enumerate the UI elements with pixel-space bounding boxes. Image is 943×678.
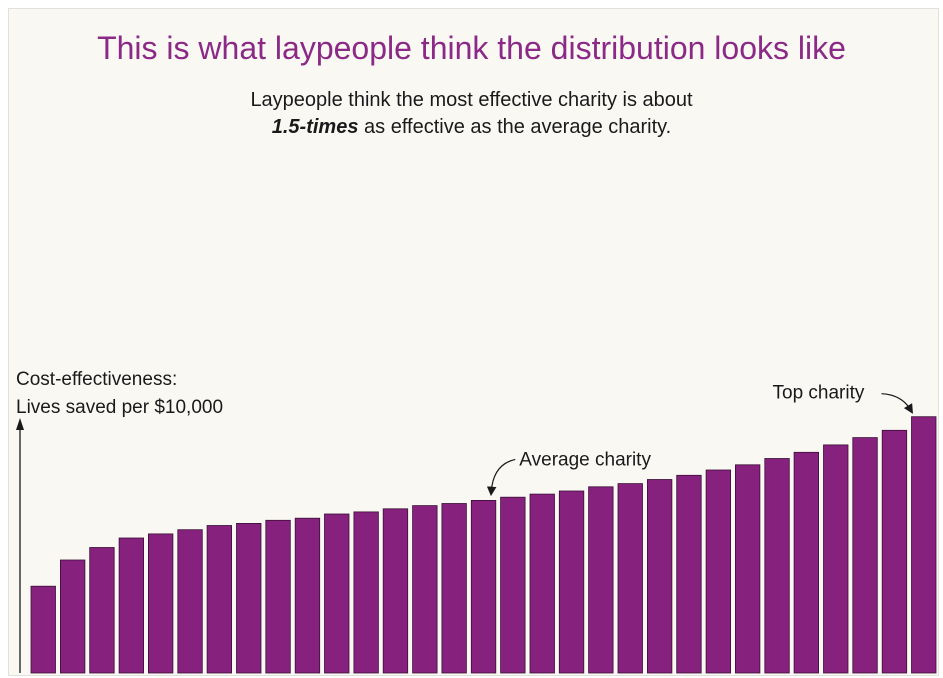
y-axis-label-line-1: Cost-effectiveness: <box>16 369 178 390</box>
top-charity-arrow-icon <box>881 393 913 414</box>
average-charity-arrow-icon <box>486 458 516 497</box>
chart-subtitle: Laypeople think the most effective chari… <box>0 87 943 141</box>
bar-20 <box>588 486 614 674</box>
bar-1 <box>30 585 56 674</box>
bars-group <box>30 416 937 674</box>
annotation-top-charity: Top charity <box>773 383 865 404</box>
y-axis-label-line-2: Lives saved per $10,000 <box>16 397 224 418</box>
subtitle-line-1: Laypeople think the most effective chari… <box>250 89 693 111</box>
bar-28 <box>823 444 849 674</box>
bar-12 <box>353 511 379 674</box>
bar-25 <box>735 464 761 674</box>
bar-4 <box>118 537 144 674</box>
bar-6 <box>177 529 203 674</box>
bar-2 <box>60 559 86 674</box>
bar-15 <box>441 503 467 674</box>
bar-23 <box>676 474 702 674</box>
bar-30 <box>881 429 908 674</box>
bar-11 <box>324 513 350 674</box>
bar-17 <box>500 496 526 674</box>
bar-8 <box>236 523 262 674</box>
bar-9 <box>265 519 291 674</box>
subtitle-line-2: 1.5-times as effective as the average ch… <box>0 114 943 141</box>
bar-22 <box>647 479 673 674</box>
chart-title: This is what laypeople think the distrib… <box>97 30 846 66</box>
bar-7 <box>206 525 233 674</box>
annotation-average-charity: Average charity <box>519 449 651 470</box>
bar-14 <box>412 505 438 674</box>
bar-31 <box>911 416 937 674</box>
bar-13 <box>382 508 409 674</box>
bar-5 <box>147 533 174 674</box>
bar-26 <box>764 458 790 674</box>
bar-10 <box>294 517 321 674</box>
bar-29 <box>852 437 878 674</box>
bar-18 <box>529 493 555 674</box>
bar-19 <box>558 490 585 674</box>
subtitle-line-2-rest: as effective as the average charity. <box>358 116 672 138</box>
bar-16 <box>470 499 497 674</box>
y-axis-label: Cost-effectiveness: Lives saved per $10,… <box>16 366 223 422</box>
y-axis-arrow-icon <box>16 418 24 430</box>
annotations-group: Average charity Top charity <box>486 383 913 497</box>
bar-21 <box>617 483 643 674</box>
bar-3 <box>89 547 115 674</box>
subtitle-emphasis: 1.5-times <box>271 116 359 138</box>
bar-24 <box>705 469 731 674</box>
bar-27 <box>793 451 819 674</box>
